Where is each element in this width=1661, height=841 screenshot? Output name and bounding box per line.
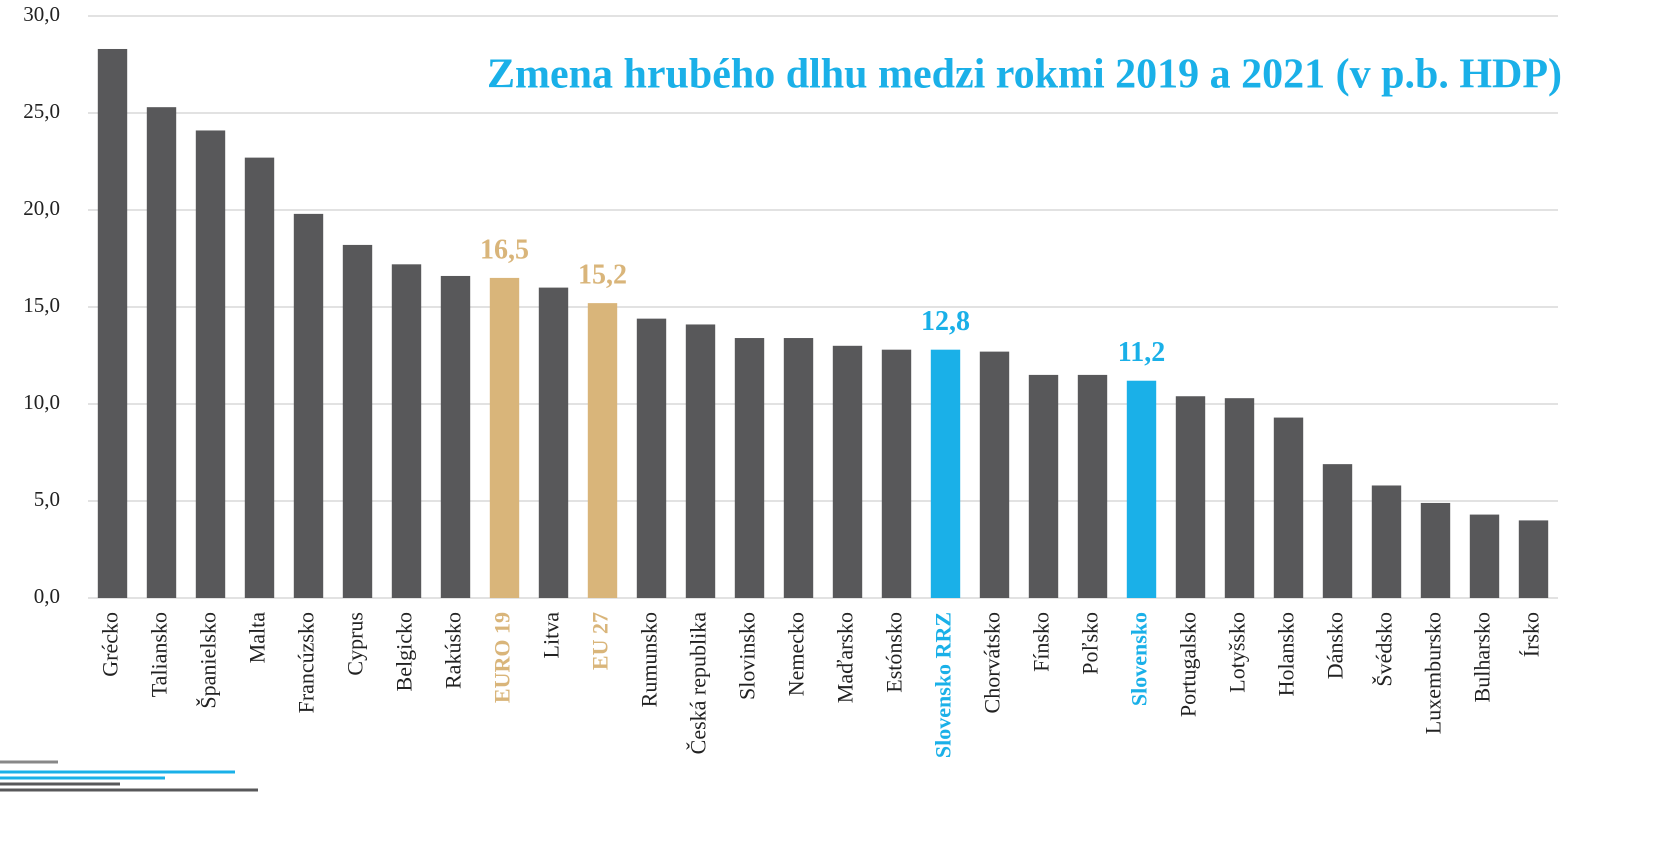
bar — [1371, 485, 1402, 598]
bar — [97, 48, 128, 599]
x-tick-label: Litva — [539, 612, 564, 659]
value-label: 16,5 — [480, 234, 529, 265]
bar — [685, 324, 716, 598]
x-tick-label: Dánsko — [1323, 612, 1348, 679]
bar — [930, 349, 961, 598]
bar — [489, 277, 520, 598]
x-tick-label: Rakúsko — [441, 612, 466, 689]
bar — [979, 351, 1010, 598]
x-tick-label: Malta — [245, 612, 270, 664]
bar — [538, 287, 569, 598]
bar — [342, 244, 373, 599]
bar — [195, 130, 226, 598]
bar — [1126, 380, 1157, 598]
x-tick-label: Česká republika — [686, 612, 711, 755]
bar — [1224, 398, 1255, 598]
x-tick-label: Grécko — [98, 612, 123, 677]
bar — [881, 349, 912, 598]
x-tick-label: EU 27 — [588, 612, 613, 670]
bar — [440, 275, 471, 598]
bar — [391, 264, 422, 598]
x-tick-label: Slovensko — [1127, 612, 1152, 706]
x-tick-label: Taliansko — [147, 612, 172, 697]
x-tick-label: Slovinsko — [735, 612, 760, 700]
y-tick-label: 30,0 — [23, 2, 60, 26]
bar — [832, 345, 863, 598]
bar — [1175, 396, 1206, 598]
x-tick-label: Chorvátsko — [980, 612, 1005, 713]
value-label: 15,2 — [578, 260, 627, 291]
bar — [1420, 502, 1451, 598]
x-tick-label: Nemecko — [784, 612, 809, 696]
x-tick-label: Švédsko — [1372, 612, 1397, 687]
bar — [734, 338, 765, 598]
x-tick-label: Francúzsko — [294, 612, 319, 713]
y-tick-label: 5,0 — [34, 487, 60, 511]
value-label: 12,8 — [921, 306, 970, 337]
x-tick-label: Estónsko — [882, 612, 907, 693]
x-tick-label: Španielsko — [196, 612, 221, 709]
y-tick-label: 25,0 — [23, 99, 60, 123]
x-tick-label: Lotyšsko — [1225, 612, 1250, 693]
x-tick-label: Cyprus — [343, 612, 368, 676]
y-tick-label: 20,0 — [23, 196, 60, 220]
bar — [587, 303, 618, 598]
bar — [1077, 374, 1108, 598]
x-tick-label: Írsko — [1519, 612, 1544, 657]
x-tick-label: Bulharsko — [1470, 612, 1495, 702]
logo-lines — [0, 760, 258, 792]
x-tick-label: Poľsko — [1078, 612, 1103, 675]
bar — [244, 157, 275, 598]
x-tick-label: Maďarsko — [833, 612, 858, 703]
x-tick-label: Belgicko — [392, 612, 417, 691]
y-tick-label: 0,0 — [34, 584, 60, 608]
y-tick-label: 15,0 — [23, 293, 60, 317]
x-tick-label: Luxembursko — [1421, 612, 1446, 734]
x-tick-label: Portugalsko — [1176, 612, 1201, 717]
bar — [146, 107, 177, 599]
bar — [636, 318, 667, 598]
x-tick-label: Holansko — [1274, 612, 1299, 696]
value-label: 11,2 — [1118, 337, 1165, 368]
x-tick-label: Rumunsko — [637, 612, 662, 707]
x-tick-label: Slovensko RRZ — [931, 612, 956, 758]
bar — [293, 213, 324, 598]
x-tick-label: EURO 19 — [490, 612, 515, 703]
bar — [1028, 374, 1059, 598]
bar — [1469, 514, 1500, 598]
bar — [1273, 417, 1304, 598]
y-tick-label: 10,0 — [23, 390, 60, 414]
bar — [1322, 464, 1353, 598]
bar — [1518, 520, 1549, 598]
bar — [783, 338, 814, 598]
chart-title: Zmena hrubého dlhu medzi rokmi 2019 a 20… — [487, 52, 1562, 98]
x-tick-label: Fínsko — [1029, 612, 1054, 672]
